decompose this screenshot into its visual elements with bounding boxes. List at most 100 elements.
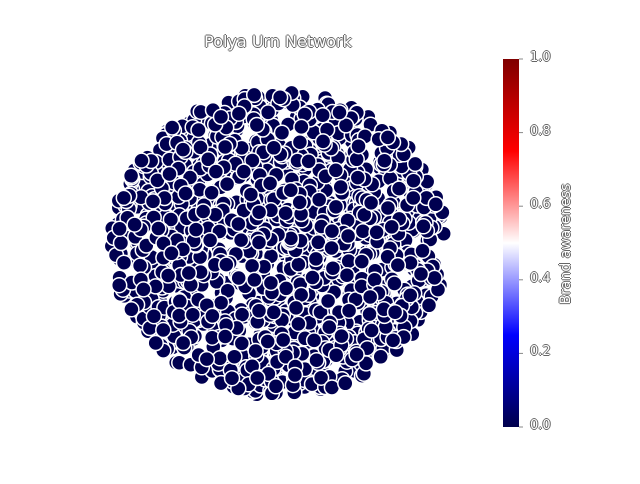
network-node [379, 199, 397, 217]
colorbar-tick-label: 0.0 [530, 418, 551, 433]
network-node [340, 302, 358, 319]
network-node [386, 275, 403, 292]
network-node [212, 294, 230, 311]
network-node [323, 239, 340, 257]
network-node [112, 234, 130, 252]
network-node [350, 137, 367, 155]
network-node [110, 276, 128, 294]
network-node [230, 215, 247, 233]
network-node [162, 211, 180, 228]
network-node [250, 234, 268, 251]
network-node [180, 264, 198, 282]
network-node [131, 257, 149, 274]
network-node [216, 138, 234, 156]
network-node [312, 303, 329, 321]
network-node [122, 167, 140, 185]
network-node [242, 186, 260, 203]
network-node [170, 307, 188, 324]
network-node [163, 245, 180, 262]
network-node [353, 253, 371, 270]
network-node [307, 250, 325, 268]
network-node [203, 184, 220, 201]
network-node [290, 315, 307, 333]
network-node [123, 301, 140, 318]
network-node [150, 220, 167, 237]
network-node [332, 178, 349, 196]
network-node [331, 104, 348, 121]
network-node [261, 175, 279, 192]
network-node [244, 152, 261, 169]
network-node [386, 303, 404, 321]
network-node [290, 256, 307, 273]
network-node [230, 105, 248, 122]
network-node [248, 116, 266, 134]
network-node [243, 257, 261, 275]
network-node [384, 332, 402, 349]
network-node [111, 220, 128, 238]
network-node [327, 346, 345, 364]
network-node [247, 342, 264, 360]
network-node [412, 265, 430, 283]
network-node [194, 203, 212, 220]
network-node [249, 369, 266, 387]
network-node [212, 108, 230, 126]
network-node [321, 318, 338, 336]
network-node [155, 321, 172, 339]
colorbar-label: Brand awareness [558, 183, 574, 305]
network-node [174, 334, 192, 352]
network-node [147, 334, 164, 352]
colorbar-tick-label: 0.4 [530, 270, 551, 286]
network-node [115, 254, 133, 271]
network-node [184, 306, 202, 323]
chart-title: Polya Urn Network [204, 32, 352, 51]
network-node [207, 163, 225, 180]
network-node [232, 231, 250, 249]
network-node [265, 304, 282, 321]
network-node [271, 89, 289, 106]
network-node [354, 222, 372, 240]
network-node [190, 121, 207, 139]
network-node [402, 287, 419, 304]
network-node [177, 185, 194, 202]
network-node [277, 280, 295, 297]
network-node [218, 256, 235, 273]
network-node [308, 351, 325, 369]
network-node [265, 139, 283, 157]
network-node [286, 366, 304, 384]
network-node [204, 307, 221, 325]
network-node [291, 133, 309, 151]
network-node [246, 271, 263, 289]
network-node [414, 242, 431, 260]
network-node [235, 163, 253, 180]
network-node [187, 221, 205, 238]
network-node [274, 331, 292, 349]
network-node [126, 216, 143, 233]
network-node [282, 181, 300, 199]
network-node [277, 204, 294, 222]
network-node [379, 129, 397, 146]
network-node [368, 224, 385, 241]
network-node [135, 281, 152, 298]
network-node [427, 196, 445, 213]
network-node [406, 155, 424, 173]
network-node [161, 165, 178, 183]
network-node [226, 348, 243, 365]
network-node [304, 269, 321, 286]
network-node [372, 348, 389, 366]
network-node [362, 194, 380, 212]
network-node [115, 189, 133, 207]
network-node [337, 117, 355, 134]
network-node [201, 232, 219, 249]
network-node [192, 139, 209, 156]
network-node [259, 333, 276, 350]
network-node [199, 151, 217, 168]
network-node [361, 305, 378, 323]
network-node [144, 193, 162, 210]
network-node [405, 172, 422, 189]
network-node [415, 218, 432, 235]
network-node [361, 288, 379, 306]
network-node [291, 194, 308, 211]
network-node [426, 269, 443, 287]
